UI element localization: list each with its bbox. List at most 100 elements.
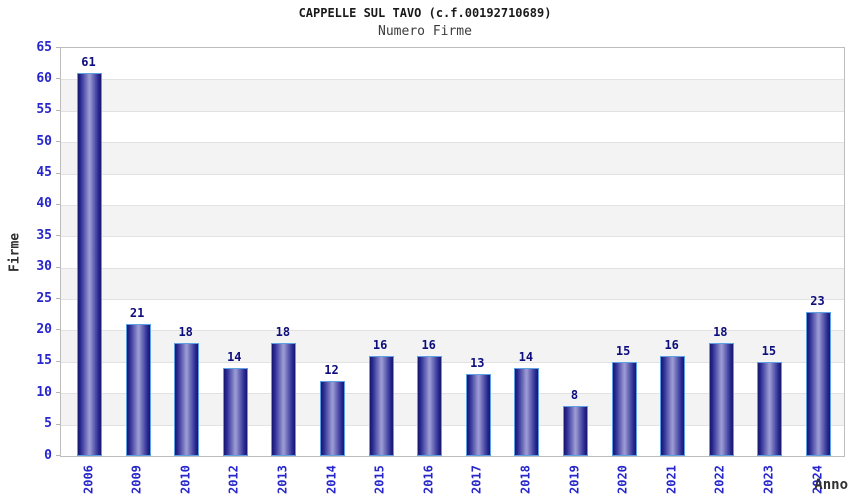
y-tick-label: 50 bbox=[36, 133, 52, 149]
bar-2024 bbox=[806, 311, 831, 456]
plot-band bbox=[61, 142, 844, 174]
bar-2016 bbox=[417, 355, 443, 456]
y-tick-label: 25 bbox=[36, 290, 52, 306]
bar-value-label: 15 bbox=[761, 343, 777, 358]
bar-value-label: 12 bbox=[324, 362, 339, 377]
y-tick-label: 10 bbox=[36, 384, 52, 400]
y-tick-label: 30 bbox=[36, 259, 52, 275]
bar-value-label: 18 bbox=[713, 325, 728, 339]
bar-2010 bbox=[174, 343, 200, 456]
bar-2022 bbox=[708, 343, 734, 456]
y-tick-mark bbox=[56, 47, 60, 48]
y-tick-label: 65 bbox=[36, 39, 52, 55]
x-tick-label: 2009 bbox=[129, 465, 144, 494]
bar-2015 bbox=[368, 355, 394, 456]
y-tick-mark bbox=[56, 109, 60, 111]
bar-value-label: 21 bbox=[129, 306, 145, 321]
x-tick-label: 2012 bbox=[226, 465, 241, 494]
plot-band bbox=[61, 299, 844, 331]
plot-band bbox=[61, 79, 844, 111]
x-tick-label: 2017 bbox=[469, 465, 484, 494]
plot-band bbox=[61, 236, 844, 268]
y-tick-label: 40 bbox=[36, 196, 52, 212]
plot-band bbox=[61, 204, 844, 237]
bar-2018 bbox=[514, 368, 540, 456]
bar-value-label: 14 bbox=[227, 350, 242, 365]
gridline bbox=[61, 424, 844, 426]
x-tick-label: 2018 bbox=[518, 465, 533, 494]
y-tick-mark bbox=[56, 78, 60, 80]
y-tick-label: 55 bbox=[36, 102, 52, 118]
gridline bbox=[61, 110, 844, 112]
y-tick-mark bbox=[56, 392, 60, 394]
bar-value-label: 15 bbox=[615, 343, 631, 358]
x-tick-label: 2021 bbox=[664, 465, 679, 494]
bar-value-label: 16 bbox=[372, 337, 388, 352]
bar-value-label: 16 bbox=[421, 337, 436, 352]
bar-2014 bbox=[320, 380, 345, 456]
gridline bbox=[61, 142, 844, 144]
bar-value-label: 18 bbox=[178, 325, 193, 339]
chart-subtitle: Numero Firme bbox=[378, 24, 472, 39]
bar-2020 bbox=[611, 361, 637, 456]
plot-band bbox=[61, 267, 844, 300]
bar-2012 bbox=[222, 368, 248, 456]
y-tick-label: 15 bbox=[36, 353, 52, 369]
y-tick-label: 0 bbox=[44, 447, 52, 463]
plot-band bbox=[61, 48, 844, 80]
y-tick-mark bbox=[56, 141, 60, 143]
gridline bbox=[61, 79, 844, 81]
y-tick-mark bbox=[56, 423, 60, 425]
gridline bbox=[61, 330, 844, 332]
x-tick-label: 2023 bbox=[761, 465, 776, 494]
y-tick-mark bbox=[56, 455, 60, 456]
bar-2021 bbox=[660, 355, 686, 456]
y-tick-mark bbox=[56, 329, 60, 331]
gridline bbox=[61, 236, 844, 238]
bar-2013 bbox=[271, 343, 297, 456]
gridline bbox=[61, 173, 844, 175]
x-tick-label: 2020 bbox=[615, 465, 630, 494]
plot-band bbox=[61, 110, 844, 143]
bar-2023 bbox=[757, 361, 783, 456]
y-tick-mark bbox=[56, 235, 60, 237]
bar-value-label: 23 bbox=[810, 293, 825, 308]
gridline bbox=[61, 361, 844, 363]
gridline bbox=[61, 204, 844, 206]
y-tick-label: 5 bbox=[44, 416, 52, 432]
x-tick-label: 2016 bbox=[421, 465, 436, 494]
y-tick-mark bbox=[56, 203, 60, 205]
gridline bbox=[61, 299, 844, 301]
x-tick-label: 2006 bbox=[81, 465, 95, 494]
y-tick-label: 60 bbox=[36, 70, 52, 86]
y-tick-label: 20 bbox=[36, 321, 52, 337]
x-tick-label: 2010 bbox=[178, 465, 193, 494]
y-tick-mark bbox=[56, 360, 60, 362]
y-axis-title: Firme bbox=[7, 232, 23, 272]
bar-value-label: 16 bbox=[664, 337, 679, 352]
plot-area bbox=[60, 47, 845, 457]
plot-band bbox=[61, 173, 844, 205]
x-tick-label: 2014 bbox=[324, 465, 338, 494]
y-tick-label: 35 bbox=[36, 227, 52, 243]
bar-2017 bbox=[465, 374, 491, 456]
gridline bbox=[61, 267, 844, 269]
x-tick-label: 2019 bbox=[567, 465, 581, 494]
chart-title: CAPPELLE SUL TAVO (c.f.00192710689) bbox=[298, 6, 552, 20]
x-tick-label: 2015 bbox=[372, 465, 387, 494]
gridline bbox=[61, 393, 844, 395]
bar-value-label: 13 bbox=[470, 356, 485, 371]
x-tick-label: 2013 bbox=[275, 465, 290, 494]
y-tick-label: 45 bbox=[36, 165, 52, 181]
bar-2019 bbox=[563, 405, 588, 456]
bar-value-label: 8 bbox=[570, 387, 579, 402]
y-tick-mark bbox=[56, 298, 60, 300]
bar-2006 bbox=[77, 73, 102, 456]
x-tick-label: 2022 bbox=[712, 465, 727, 494]
y-tick-mark bbox=[56, 172, 60, 174]
y-tick-mark bbox=[56, 266, 60, 268]
bar-value-label: 61 bbox=[81, 55, 96, 70]
x-axis-title: Anno bbox=[814, 477, 848, 493]
bar-2009 bbox=[125, 324, 151, 456]
